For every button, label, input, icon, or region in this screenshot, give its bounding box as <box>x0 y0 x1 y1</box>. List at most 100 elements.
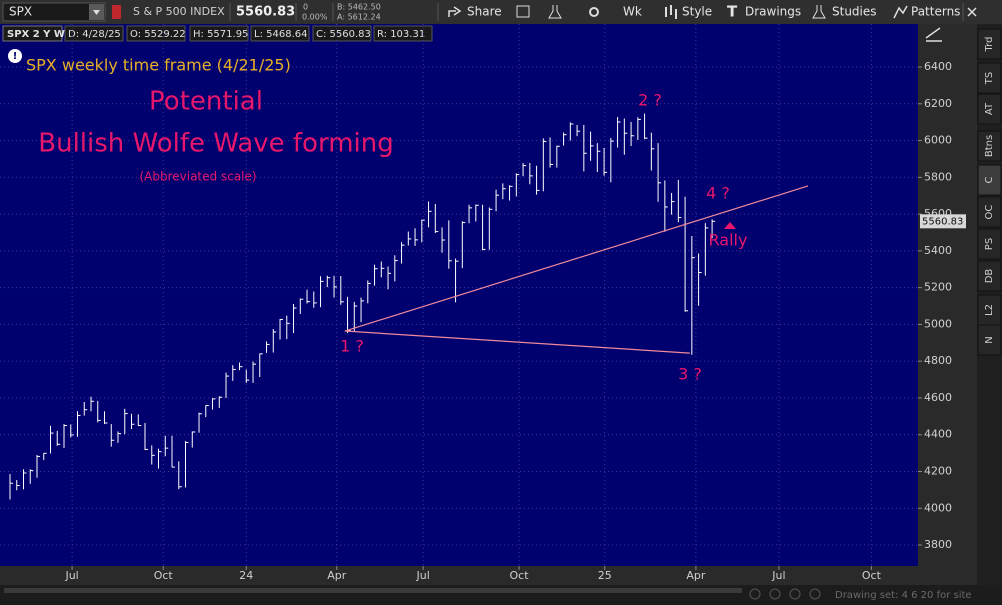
tab-bg[interactable] <box>977 62 1002 94</box>
share-icon <box>448 6 462 17</box>
x-tick-label: Apr <box>686 569 706 582</box>
info-field-box <box>126 25 186 42</box>
y-tick-label: 4600 <box>924 391 952 404</box>
y-tick-label: 4400 <box>924 428 952 441</box>
annotations: 1 ? 2 ? 3 ? 4 ? Rally 5560.83 <box>340 91 966 384</box>
info-field: C: 5560.83 <box>316 29 371 40</box>
info-label: SPX 2 Y W <box>7 29 65 40</box>
tab-bg[interactable] <box>977 260 1002 292</box>
info-label-box <box>2 25 63 42</box>
title-line-1: Potential <box>149 87 263 117</box>
x-tick-label: Apr <box>327 569 347 582</box>
change: 0 <box>303 3 308 12</box>
style-button[interactable]: Style <box>682 5 712 19</box>
info-field-box <box>373 25 433 42</box>
zoom-in-icon[interactable] <box>769 588 781 600</box>
info-field-box <box>312 25 372 42</box>
y-tick-label: 6400 <box>924 60 952 73</box>
tab-label[interactable]: OC <box>984 205 995 220</box>
tab-bg[interactable] <box>977 324 1002 356</box>
price-bars <box>9 113 716 500</box>
tab-label[interactable]: C <box>984 176 995 183</box>
title-line-2: Bullish Wolfe Wave forming <box>38 129 393 159</box>
info-field: D: 4/28/25 <box>68 29 121 40</box>
y-tick-label: 6000 <box>924 134 952 147</box>
tab-bg[interactable] <box>977 130 1002 162</box>
reset-icon[interactable] <box>789 588 801 600</box>
style-icon <box>665 5 677 19</box>
chart-tools-icon[interactable] <box>925 27 942 42</box>
x-tick-label: Oct <box>154 569 174 582</box>
y-tick-label: 5200 <box>924 281 952 294</box>
info-field-box <box>189 25 249 42</box>
tab-label[interactable]: L2 <box>984 304 995 316</box>
studies-icon <box>812 5 826 19</box>
info-fields: D: 4/28/25 O: 5529.22 H: 5571.95 L: 5468.64… <box>64 25 433 42</box>
fit-icon[interactable] <box>809 588 821 600</box>
ask: A: 5612.24 <box>337 13 381 22</box>
tab-bg[interactable] <box>977 28 1002 60</box>
subtitle: SPX weekly time frame (4/21/25) <box>26 56 291 75</box>
last-price-box <box>920 214 966 229</box>
symbol: SPX <box>9 5 32 19</box>
tab-label[interactable]: Trd <box>984 37 995 53</box>
drawings-button[interactable]: Drawings <box>745 5 801 19</box>
annotation: 1 ? <box>340 337 364 356</box>
drawings-icon: T <box>727 3 738 21</box>
y-tick-label: 6200 <box>924 97 952 110</box>
tab-label[interactable]: AT <box>984 102 995 115</box>
last-price-label: 5560.83 <box>922 216 963 227</box>
alert-icon[interactable] <box>8 49 22 63</box>
symbol-input[interactable] <box>2 2 106 22</box>
annotation: 3 ? <box>678 365 702 384</box>
grid-icon[interactable] <box>516 5 530 18</box>
x-tick-label: 25 <box>598 569 612 582</box>
grid: 3800400042004400460048005000520054005600… <box>0 24 952 582</box>
link-icon[interactable] <box>112 5 121 19</box>
info-field-box <box>64 25 124 42</box>
flask-icon[interactable] <box>548 5 562 19</box>
tab-label[interactable]: DB <box>984 269 995 284</box>
studies-button[interactable]: Studies <box>832 5 877 19</box>
info-field: R: 103.31 <box>377 29 425 40</box>
y-tick-label: 4200 <box>924 464 952 477</box>
tab-label[interactable]: N <box>984 336 995 343</box>
tab-bg[interactable] <box>977 93 1002 125</box>
x-tick-label: 24 <box>239 569 253 582</box>
y-tick-label: 3800 <box>924 538 952 551</box>
tab-bg[interactable] <box>977 228 1002 260</box>
x-axis-bg <box>0 566 918 585</box>
x-tick-label: Oct <box>862 569 882 582</box>
y-tick-label: 5800 <box>924 170 952 183</box>
y-axis-bg <box>918 24 977 585</box>
dropdown-arrow <box>93 10 100 15</box>
tab-bg[interactable] <box>977 196 1002 228</box>
trend-line <box>344 330 690 354</box>
y-tick-label: 5400 <box>924 244 952 257</box>
close-icon[interactable] <box>967 7 977 17</box>
tab-bg[interactable] <box>977 164 1002 196</box>
scrollbar[interactable] <box>4 588 742 593</box>
toolbar-bg <box>0 0 1002 24</box>
share-button[interactable]: Share <box>467 5 502 19</box>
tab-label[interactable]: TS <box>984 72 995 85</box>
patterns-icon <box>893 5 908 19</box>
x-tick-label: Jul <box>416 569 430 582</box>
bid: B: 5462.50 <box>337 3 381 12</box>
info-field: O: 5529.22 <box>130 29 186 40</box>
y-tick-label: 4000 <box>924 501 952 514</box>
x-tick-label: Oct <box>510 569 530 582</box>
y-tick-label: 4800 <box>924 354 952 367</box>
tab-label[interactable]: PS <box>984 238 995 250</box>
zoom-out-icon[interactable] <box>749 588 761 600</box>
description: S & P 500 INDEX <box>133 5 225 18</box>
annotation: Rally <box>709 231 748 250</box>
info-field: H: 5571.95 <box>193 29 248 40</box>
timeframe-button[interactable]: Wk <box>623 5 642 19</box>
patterns-button[interactable]: Patterns <box>911 5 960 19</box>
change-pct: 0.00% <box>302 13 328 22</box>
settings-icon[interactable] <box>589 7 599 17</box>
status-text: Drawing set: 4 6 20 for site <box>835 590 972 601</box>
tab-label[interactable]: Btns <box>984 135 995 157</box>
